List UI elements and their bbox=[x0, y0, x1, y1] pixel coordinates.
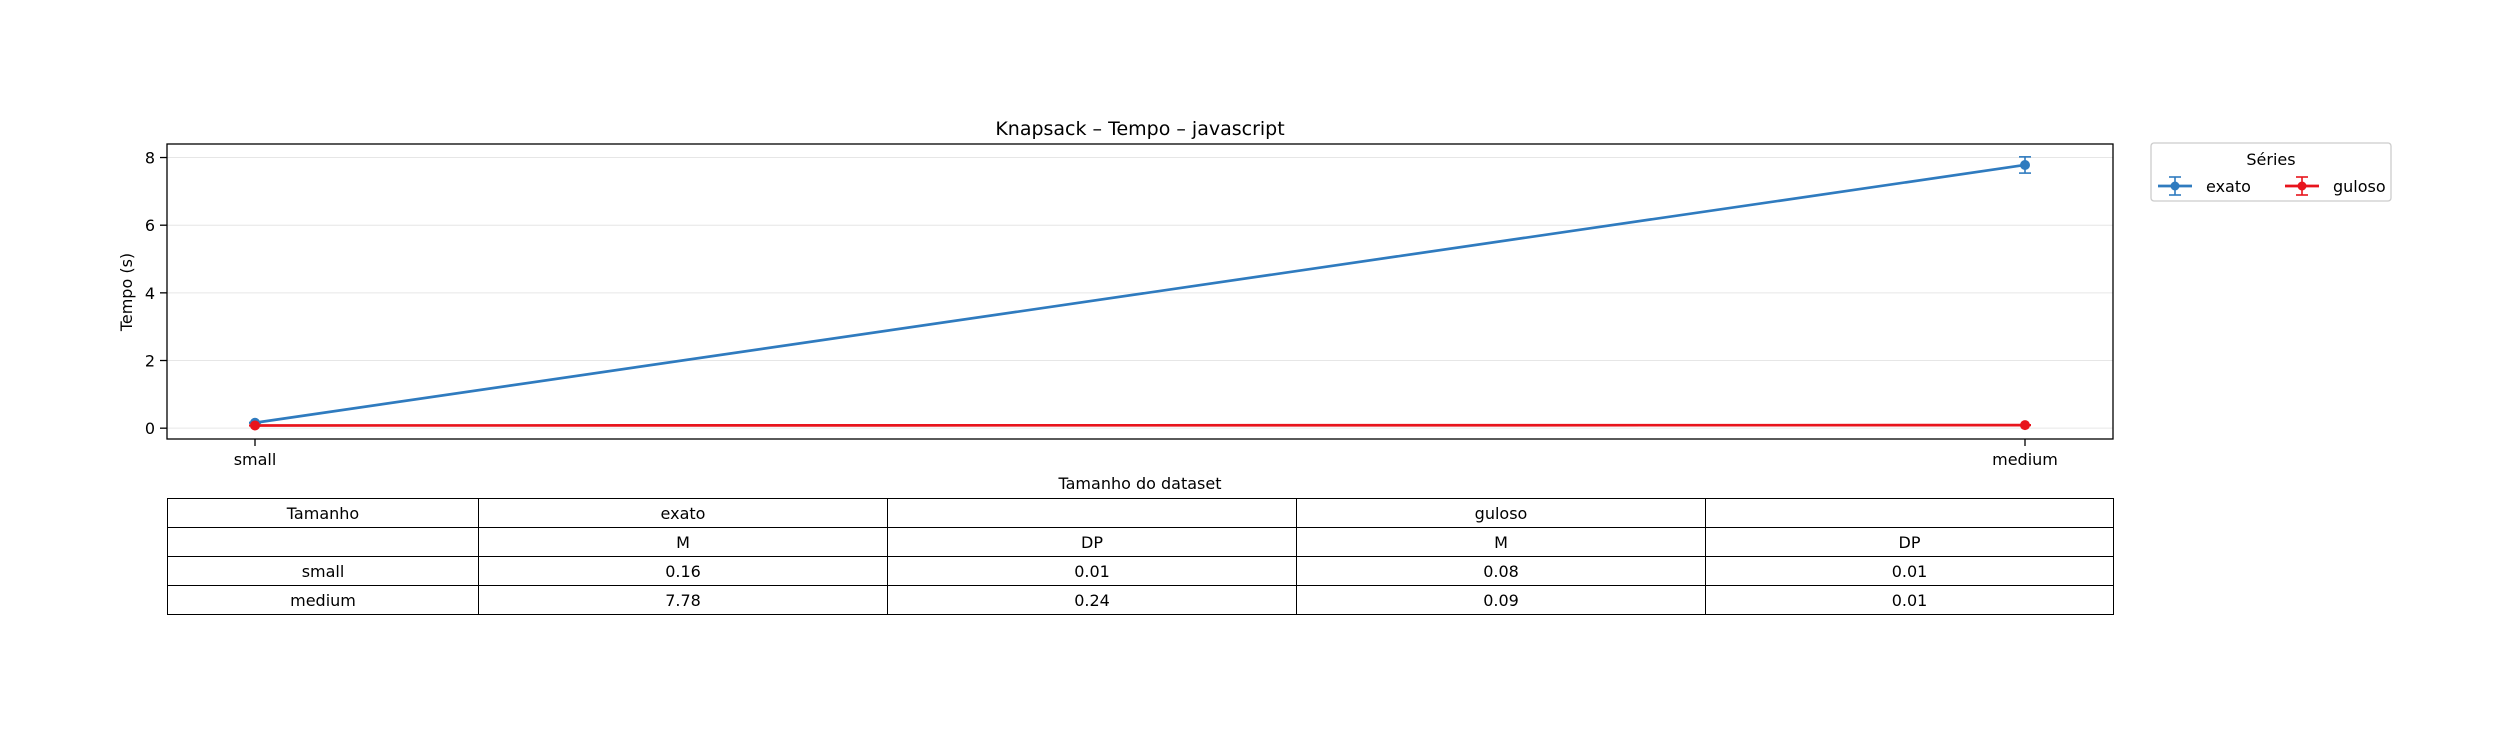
legend: Séries exato guloso bbox=[2150, 142, 2392, 202]
plot-area-frame bbox=[166, 143, 2114, 440]
table-cell: M bbox=[1296, 527, 1706, 557]
table-cell: 7.78 bbox=[478, 585, 888, 615]
table-cell: 0.01 bbox=[1705, 585, 2114, 615]
legend-marker bbox=[2297, 181, 2307, 191]
legend-item-exato: exato bbox=[2158, 176, 2251, 196]
legend-item-guloso: guloso bbox=[2285, 176, 2386, 196]
series bbox=[249, 156, 2031, 431]
y-tick-label: 8 bbox=[145, 149, 155, 168]
table-cell: small bbox=[167, 556, 479, 586]
table-cell bbox=[887, 498, 1297, 528]
y-tick-label: 0 bbox=[145, 419, 155, 438]
x-axis-label: Tamanho do dataset bbox=[1058, 474, 1222, 493]
table-row: medium 7.78 0.24 0.09 0.01 bbox=[167, 585, 2114, 615]
y-tick-label: 6 bbox=[145, 216, 155, 235]
table-cell: M bbox=[478, 527, 888, 557]
table-cell: medium bbox=[167, 585, 479, 615]
data-point bbox=[250, 420, 260, 431]
legend-title: Séries bbox=[2246, 150, 2295, 169]
y-axis-label: Tempo (s) bbox=[117, 253, 136, 332]
table-cell: 0.09 bbox=[1296, 585, 1706, 615]
table-cell: guloso bbox=[1296, 498, 1706, 528]
table-row: M DP M DP bbox=[167, 527, 2114, 557]
data-table: Tamanho exato guloso M DP M DP small 0.16 0.01 0.0… bbox=[167, 498, 2114, 615]
table-cell: 0.16 bbox=[478, 556, 888, 586]
data-point bbox=[2020, 159, 2030, 170]
table-cell bbox=[1705, 498, 2114, 528]
y-tick-label: 4 bbox=[145, 284, 155, 303]
legend-label: guloso bbox=[2333, 177, 2386, 196]
table-cell: exato bbox=[478, 498, 888, 528]
table-cell: 0.01 bbox=[887, 556, 1297, 586]
table-cell: 0.24 bbox=[887, 585, 1297, 615]
table-body: Tamanho exato guloso M DP M DP small 0.16 0.01 0.0… bbox=[167, 498, 2114, 615]
legend-label: exato bbox=[2206, 177, 2251, 196]
table-cell: 0.01 bbox=[1705, 556, 2114, 586]
legend-frame bbox=[2150, 142, 2392, 202]
legend-items: exato guloso bbox=[2158, 176, 2386, 196]
table-cell: 0.08 bbox=[1296, 556, 1706, 586]
x-tick-label: medium bbox=[1992, 450, 2058, 469]
series-exato bbox=[249, 156, 2031, 428]
y-tick-label: 2 bbox=[145, 352, 155, 371]
table-cell: DP bbox=[887, 527, 1297, 557]
table-row: small 0.16 0.01 0.08 0.01 bbox=[167, 556, 2114, 586]
table-cell: Tamanho bbox=[167, 498, 479, 528]
x-axis-ticks: small medium bbox=[234, 439, 2058, 469]
legend-marker bbox=[2170, 181, 2180, 191]
data-point bbox=[2020, 420, 2030, 431]
series-line bbox=[254, 163, 2026, 425]
table-cell: DP bbox=[1705, 527, 2114, 557]
table-cell bbox=[167, 527, 479, 557]
table-row: Tamanho exato guloso bbox=[167, 498, 2114, 528]
y-axis-ticks: 0 2 4 6 8 bbox=[145, 149, 167, 438]
series-guloso bbox=[249, 420, 2031, 431]
x-tick-label: small bbox=[234, 450, 277, 469]
chart-title: Knapsack – Tempo – javascript bbox=[995, 118, 1284, 140]
